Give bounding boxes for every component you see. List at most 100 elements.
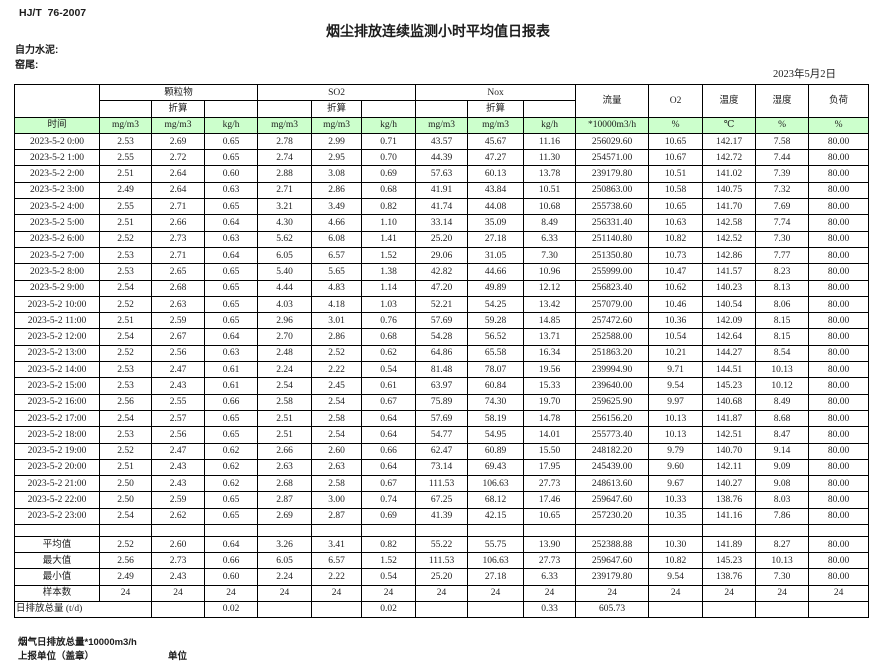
value-cell: 57.69 (415, 409, 469, 428)
value-cell: 140.23 (702, 279, 757, 297)
value-cell: 0.64 (361, 409, 417, 428)
value-cell: 0.67 (361, 393, 417, 411)
value-cell: 44.66 (467, 263, 525, 281)
value-cell: 10.36 (648, 312, 704, 330)
value-cell: 2.43 (151, 568, 205, 586)
value-cell: 252588.00 (575, 328, 650, 346)
value-cell: 3.41 (311, 536, 363, 554)
value-cell: 60.89 (467, 442, 525, 460)
empty-cell (151, 524, 205, 538)
value-cell: 10.13 (648, 409, 704, 428)
value-cell: 24 (311, 584, 363, 602)
value-cell: 0.64 (203, 246, 259, 265)
value-cell: 11.16 (523, 132, 577, 151)
value-cell: 2.53 (99, 246, 152, 265)
value-cell: 140.70 (702, 442, 757, 460)
flue-gas-total-note: 烟气日排放总量*10000m3/h (18, 637, 137, 648)
value-cell: 141.16 (702, 507, 757, 526)
value-cell: 2.56 (99, 393, 152, 411)
empty-cell (361, 524, 417, 538)
value-cell: 2.51 (99, 165, 152, 183)
value-cell: 257079.00 (575, 295, 650, 314)
value-cell: 0.65 (203, 312, 259, 330)
value-cell: 0.60 (203, 165, 259, 183)
table-row: 2023-5-2 13:00 2.52 2.56 0.63 2.48 2.52 0.62 64… (14, 344, 870, 363)
unit-cell: mg/m3 (257, 116, 313, 134)
col-flow: 流量 (575, 84, 650, 118)
value-cell: 2.99 (311, 132, 363, 151)
value-cell: 2.71 (257, 181, 313, 200)
value-cell: 63.97 (415, 377, 469, 395)
value-cell: 80.00 (808, 328, 870, 346)
value-cell: 6.33 (523, 568, 577, 586)
value-cell: 24 (151, 584, 205, 602)
value-cell: 142.52 (702, 230, 757, 248)
empty-cell (311, 524, 363, 538)
value-cell (151, 600, 205, 618)
value-cell: 142.09 (702, 312, 757, 330)
time-cell: 2023-5-2 12:00 (14, 328, 100, 346)
value-cell: 80.00 (808, 568, 870, 586)
value-cell: 10.63 (648, 214, 704, 232)
empty-cell (99, 100, 152, 118)
value-cell: 1.10 (361, 214, 417, 232)
value-cell: 0.68 (361, 181, 417, 200)
value-cell: 13.42 (523, 295, 577, 314)
value-cell: 25.20 (415, 230, 469, 248)
value-cell: 141.70 (702, 198, 757, 216)
value-cell: 13.90 (523, 536, 577, 554)
value-cell: 0.67 (361, 475, 417, 493)
value-cell: 4.03 (257, 295, 313, 314)
value-cell: 2.64 (151, 165, 205, 183)
value-cell (702, 600, 757, 618)
monitoring-table: 颗粒物 SO2 Nox 流量 O2 温度 湿度 负荷 折算 折算 折算 时间 m… (14, 83, 870, 618)
unit-cell: ℃ (702, 116, 757, 134)
value-cell: 2.54 (257, 377, 313, 395)
value-cell: 10.67 (648, 149, 704, 167)
value-cell: 2.54 (99, 328, 152, 346)
value-cell: 9.09 (755, 458, 810, 477)
value-cell: 8.15 (755, 312, 810, 330)
unit-cell: mg/m3 (467, 116, 525, 134)
value-cell: 1.52 (361, 246, 417, 265)
col-load: 负荷 (808, 84, 870, 118)
value-cell: 78.07 (467, 361, 525, 379)
value-cell: 80.00 (808, 246, 870, 265)
value-cell: 5.40 (257, 263, 313, 281)
value-cell: 55.75 (467, 536, 525, 554)
value-cell: 2.63 (257, 458, 313, 477)
company-label: 自力水泥: (15, 45, 59, 56)
col-group-pm: 颗粒物 (98, 83, 259, 102)
empty-cell (648, 524, 704, 538)
value-cell: 2.56 (151, 426, 205, 444)
table-row: 2023-5-2 15:00 2.53 2.43 0.61 2.54 2.45 0.61 63… (14, 377, 870, 395)
value-cell: 15.33 (523, 377, 577, 395)
value-cell: 252388.88 (575, 536, 650, 554)
value-cell: 2.59 (151, 312, 205, 330)
time-cell: 2023-5-2 9:00 (14, 279, 100, 297)
value-cell: 1.38 (361, 263, 417, 281)
value-cell: 24 (755, 584, 810, 602)
value-cell: 0.66 (361, 442, 417, 460)
time-cell: 2023-5-2 4:00 (14, 198, 100, 216)
value-cell: 60.84 (467, 377, 525, 395)
value-cell: 2.55 (99, 198, 152, 216)
col-humidity: 湿度 (755, 84, 810, 118)
table-row: 2023-5-2 23:00 2.54 2.62 0.65 2.69 2.87 0.69 41… (14, 507, 870, 526)
value-cell: 9.60 (648, 458, 704, 477)
value-cell: 80.00 (808, 475, 870, 493)
value-cell: 74.30 (467, 393, 525, 411)
value-cell: 80.00 (808, 149, 870, 167)
value-cell: 10.13 (648, 426, 704, 444)
value-cell (755, 600, 810, 618)
value-cell: 256156.20 (575, 409, 650, 428)
value-cell: 142.17 (702, 132, 757, 151)
summary-row: 最小值 2.49 2.43 0.60 2.24 2.22 0.54 25.20 27.18 6.3… (14, 568, 870, 586)
value-cell: 0.66 (203, 393, 259, 411)
value-cell: 2.24 (257, 361, 313, 379)
value-cell: 248182.20 (575, 442, 650, 460)
empty-cell (523, 100, 577, 118)
value-cell: 2.67 (151, 328, 205, 346)
table-row: 2023-5-2 1:00 2.55 2.72 0.65 2.74 2.95 0.70 44.… (14, 149, 870, 167)
value-cell: 47.27 (467, 149, 525, 167)
